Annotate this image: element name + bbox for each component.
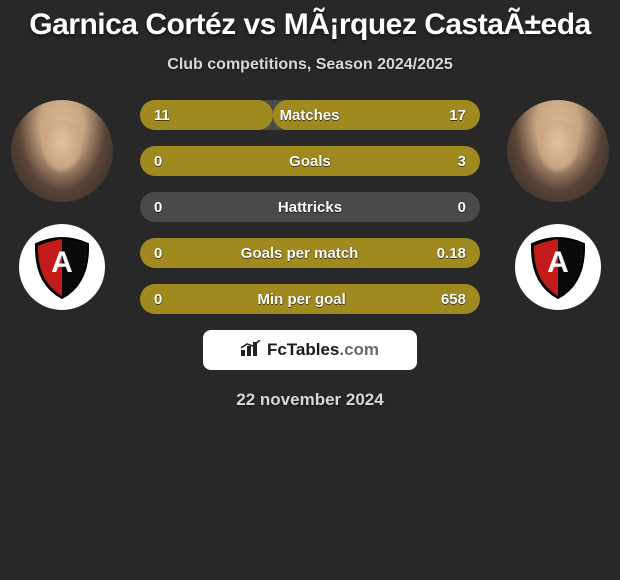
stat-value-left: 0: [154, 199, 162, 216]
stat-bar: 0 Goals per match 0.18: [140, 238, 480, 268]
stat-value-right: 658: [441, 291, 466, 308]
stat-value-left: 0: [154, 291, 162, 308]
player-right-avatar: [507, 100, 609, 202]
stat-name: Matches: [280, 107, 340, 124]
svg-text:A: A: [51, 246, 73, 279]
player-left-column: A: [8, 100, 116, 310]
bars-icon: [241, 340, 261, 361]
stat-value-left: 0: [154, 245, 162, 262]
stat-bar: 0 Hattricks 0: [140, 192, 480, 222]
player-left-avatar: [11, 100, 113, 202]
stat-bar: 11 Matches 17: [140, 100, 480, 130]
stat-name: Goals: [289, 153, 331, 170]
stat-value-right: 0: [458, 199, 466, 216]
shield-icon: A: [528, 234, 588, 300]
player-left-club-badge: A: [19, 224, 105, 310]
stat-bar: 0 Min per goal 658: [140, 284, 480, 314]
stat-bar-label: 0 Min per goal 658: [140, 284, 480, 314]
stat-name: Min per goal: [257, 291, 345, 308]
svg-text:A: A: [547, 246, 569, 279]
comparison-panel: A A 11 Matches 17 0 Goals 3 0 Hattricks 0 0 Goals …: [0, 100, 620, 410]
stat-name: Hattricks: [278, 199, 342, 216]
stat-value-left: 11: [154, 107, 170, 124]
shield-icon: A: [32, 234, 92, 300]
player-right-club-badge: A: [515, 224, 601, 310]
stat-bar-label: 0 Goals 3: [140, 146, 480, 176]
brand-tag: FcTables.com: [203, 330, 417, 370]
stat-bar-label: 11 Matches 17: [140, 100, 480, 130]
snapshot-date: 22 november 2024: [0, 390, 620, 410]
page-subtitle: Club competitions, Season 2024/2025: [0, 56, 620, 74]
stat-bars: 11 Matches 17 0 Goals 3 0 Hattricks 0 0 Goals per …: [140, 100, 480, 314]
stat-value-left: 0: [154, 153, 162, 170]
stat-bar: 0 Goals 3: [140, 146, 480, 176]
stat-bar-label: 0 Hattricks 0: [140, 192, 480, 222]
stat-value-right: 0.18: [437, 245, 466, 262]
stat-value-right: 17: [449, 107, 466, 124]
brand-text: FcTables: [267, 340, 339, 359]
page-title: Garnica Cortéz vs MÃ¡rquez CastaÃ±eda: [0, 0, 620, 42]
stat-bar-label: 0 Goals per match 0.18: [140, 238, 480, 268]
stat-name: Goals per match: [241, 245, 359, 262]
stat-value-right: 3: [458, 153, 466, 170]
brand-suffix: .com: [339, 340, 379, 359]
player-right-column: A: [504, 100, 612, 310]
